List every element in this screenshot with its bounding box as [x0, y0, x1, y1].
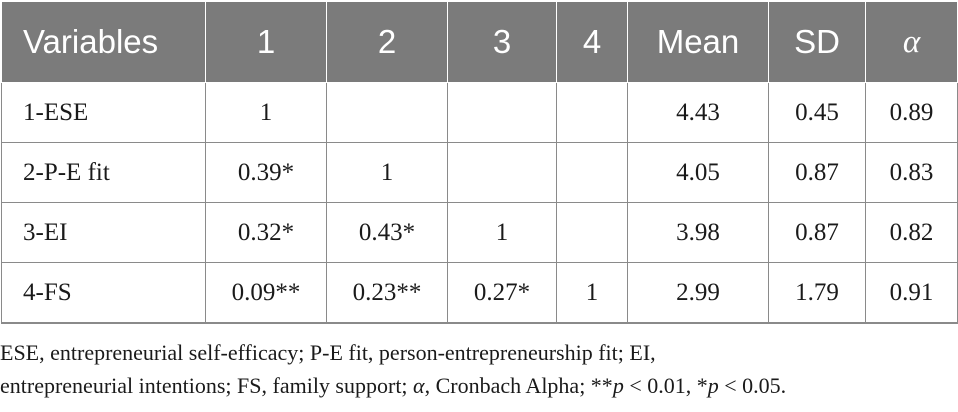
table-cell: 1: [326, 142, 448, 203]
header-mean: Mean: [627, 1, 769, 83]
table-cell-sd: 0.87: [768, 142, 866, 203]
footnote-text: entrepreneurial intentions; FS, family s…: [0, 373, 414, 398]
correlation-table: Variables 1 2 3 4 Mean SD α 1-ESE 1 4.43…: [1, 1, 958, 324]
table-cell: 0.27*: [447, 262, 557, 324]
row-label: 1-ESE: [1, 82, 206, 143]
header-variables: Variables: [1, 1, 206, 83]
table-cell: 0.43*: [326, 202, 448, 263]
table-cell: [326, 82, 448, 143]
footnote-line-2: entrepreneurial intentions; FS, family s…: [0, 369, 958, 402]
table-cell-mean: 2.99: [627, 262, 769, 324]
footnote-text: < 0.05.: [718, 373, 787, 398]
header-col-4: 4: [556, 1, 628, 83]
header-alpha: α: [865, 1, 958, 83]
header-col-2: 2: [326, 1, 448, 83]
table-cell-mean: 4.43: [627, 82, 769, 143]
table-cell-alpha: 0.89: [865, 82, 958, 143]
table-cell: [556, 202, 628, 263]
table-cell: [556, 142, 628, 203]
table-cell: 0.23**: [326, 262, 448, 324]
table-cell-mean: 4.05: [627, 142, 769, 203]
table-cell-sd: 0.87: [768, 202, 866, 263]
table-cell: 0.09**: [205, 262, 327, 324]
footnote-line-1: ESE, entrepreneurial self-efficacy; P-E …: [0, 340, 656, 365]
table-cell: [447, 142, 557, 203]
row-label: 4-FS: [1, 262, 206, 324]
table-row: 3-EI 0.32* 0.43* 1 3.98 0.87 0.82: [1, 202, 958, 263]
header-col-1: 1: [205, 1, 327, 83]
table-cell: 1: [205, 82, 327, 143]
table-footnote: ESE, entrepreneurial self-efficacy; P-E …: [0, 336, 958, 402]
table-cell: 1: [556, 262, 628, 324]
header-sd: SD: [768, 1, 866, 83]
footnote-text: , Cronbach Alpha; **: [424, 373, 613, 398]
footnote-alpha-symbol: α: [413, 373, 425, 398]
row-label: 2-P-E fit: [1, 142, 206, 203]
footnote-text: < 0.01, *: [623, 373, 708, 398]
table-cell: [447, 82, 557, 143]
table-cell: 0.32*: [205, 202, 327, 263]
footnote-p-symbol: p: [707, 373, 719, 398]
table-cell-sd: 0.45: [768, 82, 866, 143]
table-row: 4-FS 0.09** 0.23** 0.27* 1 2.99 1.79 0.9…: [1, 262, 958, 324]
table-cell-alpha: 0.83: [865, 142, 958, 203]
header-row: Variables 1 2 3 4 Mean SD α: [1, 1, 958, 83]
row-label: 3-EI: [1, 202, 206, 263]
table-cell-alpha: 0.82: [865, 202, 958, 263]
table-cell: 0.39*: [205, 142, 327, 203]
header-col-3: 3: [447, 1, 557, 83]
table-cell-alpha: 0.91: [865, 262, 958, 324]
table-row: 1-ESE 1 4.43 0.45 0.89: [1, 82, 958, 143]
table-cell: [556, 82, 628, 143]
table-cell-sd: 1.79: [768, 262, 866, 324]
table-cell-mean: 3.98: [627, 202, 769, 263]
footnote-p-symbol: p: [612, 373, 624, 398]
table-row: 2-P-E fit 0.39* 1 4.05 0.87 0.83: [1, 142, 958, 203]
table-cell: 1: [447, 202, 557, 263]
